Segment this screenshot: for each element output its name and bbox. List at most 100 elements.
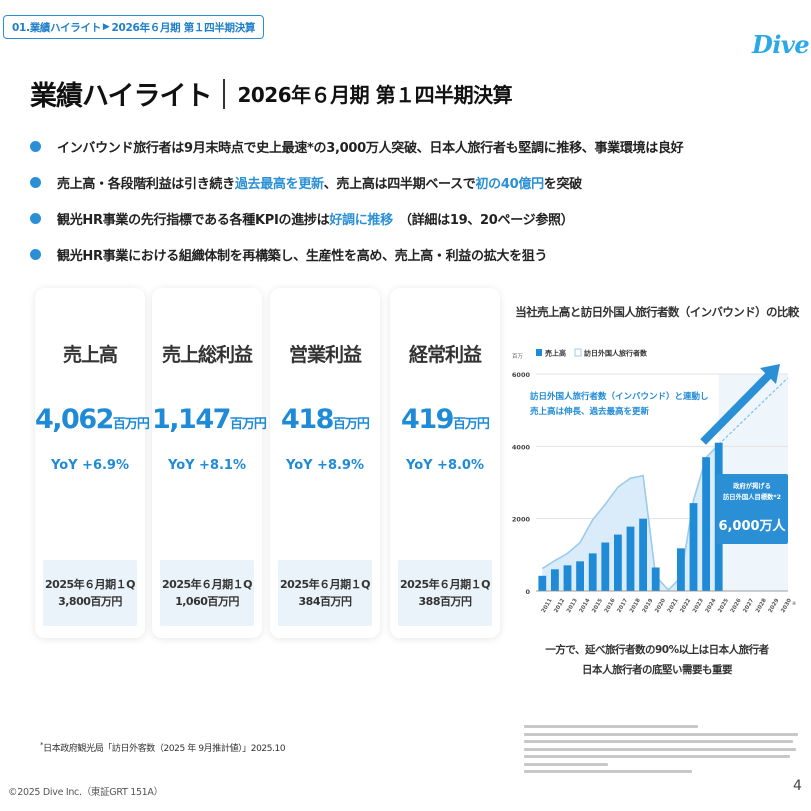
page-number: 4: [793, 778, 802, 794]
x-tick-label: 2021: [667, 598, 680, 614]
x-axis-suffix: ※: [792, 601, 796, 607]
kpi-prior-period: 2025年６月期１Q 3,800百万円: [43, 560, 137, 626]
page-title-main: 業績ハイライト: [30, 81, 212, 112]
bar-revenue: [563, 565, 572, 591]
kpi-value: 419百万円: [401, 404, 490, 435]
kpi-yoy: YoY +8.0%: [405, 458, 485, 473]
kpi-title: 営業利益: [288, 344, 362, 366]
x-tick-label: 2011: [541, 598, 554, 614]
x-tick-label: 2024: [705, 598, 718, 614]
x-tick-label: 2016: [604, 598, 617, 614]
chart-title: 当社売上高と訪日外国人旅行者数（インバウンド）の比較: [515, 305, 799, 319]
x-tick-label: 2022: [679, 598, 692, 614]
line-inbound: [541, 443, 720, 592]
x-tick-label: 2023: [692, 598, 705, 614]
x-tick-label: 2026: [730, 598, 743, 614]
title-divider: [223, 78, 226, 109]
bar-revenue: [689, 503, 698, 591]
bullet-item: 売上高・各段階利益は引き続き過去最高を更新、売上高は四半期ベースで初の40億円を…: [30, 164, 800, 200]
bullet-text: 観光HR事業の先行指標である各種KPIの進捗は好調に推移 （詳細は19、20ペー…: [57, 212, 574, 228]
page-title-sub: 2026年６月期 第１四半期決算: [237, 83, 513, 107]
x-tick-label: 2029: [768, 598, 781, 614]
kpi-yoy: YoY +6.9%: [50, 458, 130, 473]
legend-swatch-inbound: [574, 348, 582, 357]
bullet-dot-icon: [30, 140, 41, 152]
projection-dashed-line: [718, 377, 789, 445]
bullet-dot-icon: [30, 248, 41, 260]
target-callout-box: [716, 474, 788, 544]
breadcrumb: 01.業績ハイライト ▶ 2026年６月期 第１四半期決算: [3, 15, 265, 39]
target-callout-label: 政府が掲げる: [733, 481, 771, 490]
bar-revenue: [626, 526, 635, 591]
x-tick-label: 2015: [591, 598, 604, 614]
kpi-value: 4,062百万円: [35, 404, 150, 435]
x-tick-label: 2028: [755, 598, 768, 614]
copyright: ©2025 Dive Inc.（東証GRT 151A）: [8, 787, 163, 798]
legend-label-inbound: 訪日外国人旅行者数: [584, 349, 648, 358]
x-tick-label: 2014: [579, 598, 592, 614]
chart-annotation-text: 訪日外国人旅行者数（インバウンド）と連動し: [530, 391, 709, 402]
bar-revenue: [576, 561, 585, 591]
target-callout-label: 訪日外国人目標数*2: [723, 492, 781, 501]
bullet-text: インバウンド旅行者は9月末時点で史上最速*の3,000万人突破、日本人旅行者も堅…: [57, 140, 684, 156]
bar-revenue: [639, 518, 648, 591]
company-logo: Dive: [752, 30, 810, 59]
bar-revenue: [550, 569, 559, 591]
y-tick-label: 4000: [512, 443, 531, 451]
breadcrumb-section: 01.業績ハイライト: [12, 21, 101, 34]
bullet-item: 観光HR事業の先行指標である各種KPIの進捗は好調に推移 （詳細は19、20ペー…: [30, 200, 800, 236]
growth-arrow-head: [760, 364, 780, 384]
kpi-yoy: YoY +8.9%: [285, 458, 365, 473]
x-tick-label: 2025: [717, 598, 730, 614]
kpi-card-revenue: 売上高 4,062百万円 YoY +6.9% 2025年６月期１Q 3,800百万…: [35, 288, 150, 638]
chart-annotation-text: 売上高は伸長、過去最高を更新: [529, 406, 650, 417]
x-tick-label: 2013: [566, 598, 579, 614]
kpi-prior-period: 2025年６月期１Q 1,060百万円: [160, 560, 254, 626]
kpi-card-gross-profit: 売上総利益 1,147百万円 YoY +8.1% 2025年６月期１Q 1,060…: [152, 288, 267, 638]
highlight-text: 好調に推移: [329, 212, 393, 228]
x-tick-label: 2018: [629, 598, 642, 614]
legend-label-revenue: 売上高: [545, 349, 566, 358]
source-footnote: *日本政府観光局「訪日外客数（2025 年 9月推計値）」2025.10: [40, 741, 286, 754]
chart-note: 一方で、延べ旅行者数の90%以上は日本人旅行者 日本人旅行者の底堅い需要も重要: [545, 644, 769, 676]
kpi-title: 売上高: [62, 344, 118, 366]
kpi-title: 売上総利益: [161, 344, 253, 366]
kpi-card-operating-profit: 営業利益 418百万円 YoY +8.9% 2025年６月期１Q 384百万円: [270, 288, 380, 638]
kpi-yoy: YoY +8.1%: [167, 458, 247, 473]
highlight-text: 初の40億円: [475, 176, 544, 192]
kpi-value: 1,147百万円: [152, 404, 267, 435]
legend-swatch-revenue: [536, 349, 542, 356]
bullet-item: インバウンド旅行者は9月末時点で史上最速*の3,000万人突破、日本人旅行者も堅…: [30, 128, 800, 164]
y-tick-label: 0: [525, 588, 530, 596]
area-inbound: [542, 444, 719, 591]
bar-revenue: [588, 553, 597, 591]
x-tick-label: 2020: [654, 598, 667, 614]
bar-revenue: [613, 534, 622, 591]
x-tick-label: 2017: [616, 598, 629, 614]
chevron-right-icon: ▶: [102, 22, 110, 32]
bullet-dot-icon: [30, 176, 41, 188]
target-callout-value: 6,000万人: [718, 518, 786, 534]
bullet-text: 観光HR事業における組織体制を再構築し、生産性を高め、売上高・利益の拡大を狙う: [57, 248, 548, 264]
bullet-text: 売上高・各段階利益は引き続き過去最高を更新、売上高は四半期ベースで初の40億円を…: [57, 176, 582, 192]
highlight-bullets: インバウンド旅行者は9月末時点で史上最速*の3,000万人突破、日本人旅行者も堅…: [30, 128, 800, 272]
bar-revenue: [601, 542, 610, 591]
y-tick-label: 6000: [512, 371, 531, 379]
y-axis-unit: 百万: [512, 353, 524, 360]
fine-print-notes: [524, 725, 804, 778]
bar-revenue: [702, 457, 711, 591]
highlight-text: 過去最高を更新: [234, 176, 324, 192]
bar-revenue: [538, 575, 547, 591]
kpi-value: 418百万円: [281, 404, 370, 435]
bullet-dot-icon: [30, 212, 41, 224]
x-tick-label: 2027: [742, 598, 755, 614]
kpi-prior-period: 2025年６月期１Q 388百万円: [398, 560, 492, 626]
kpi-title: 経常利益: [408, 344, 482, 366]
page-title: 業績ハイライト 2026年６月期 第１四半期決算: [30, 74, 513, 113]
bar-revenue: [651, 567, 660, 591]
kpi-prior-period: 2025年６月期１Q 384百万円: [278, 560, 372, 626]
breadcrumb-page: 2026年６月期 第１四半期決算: [111, 21, 256, 34]
x-tick-label: 2019: [642, 598, 655, 614]
bar-revenue: [676, 548, 685, 591]
